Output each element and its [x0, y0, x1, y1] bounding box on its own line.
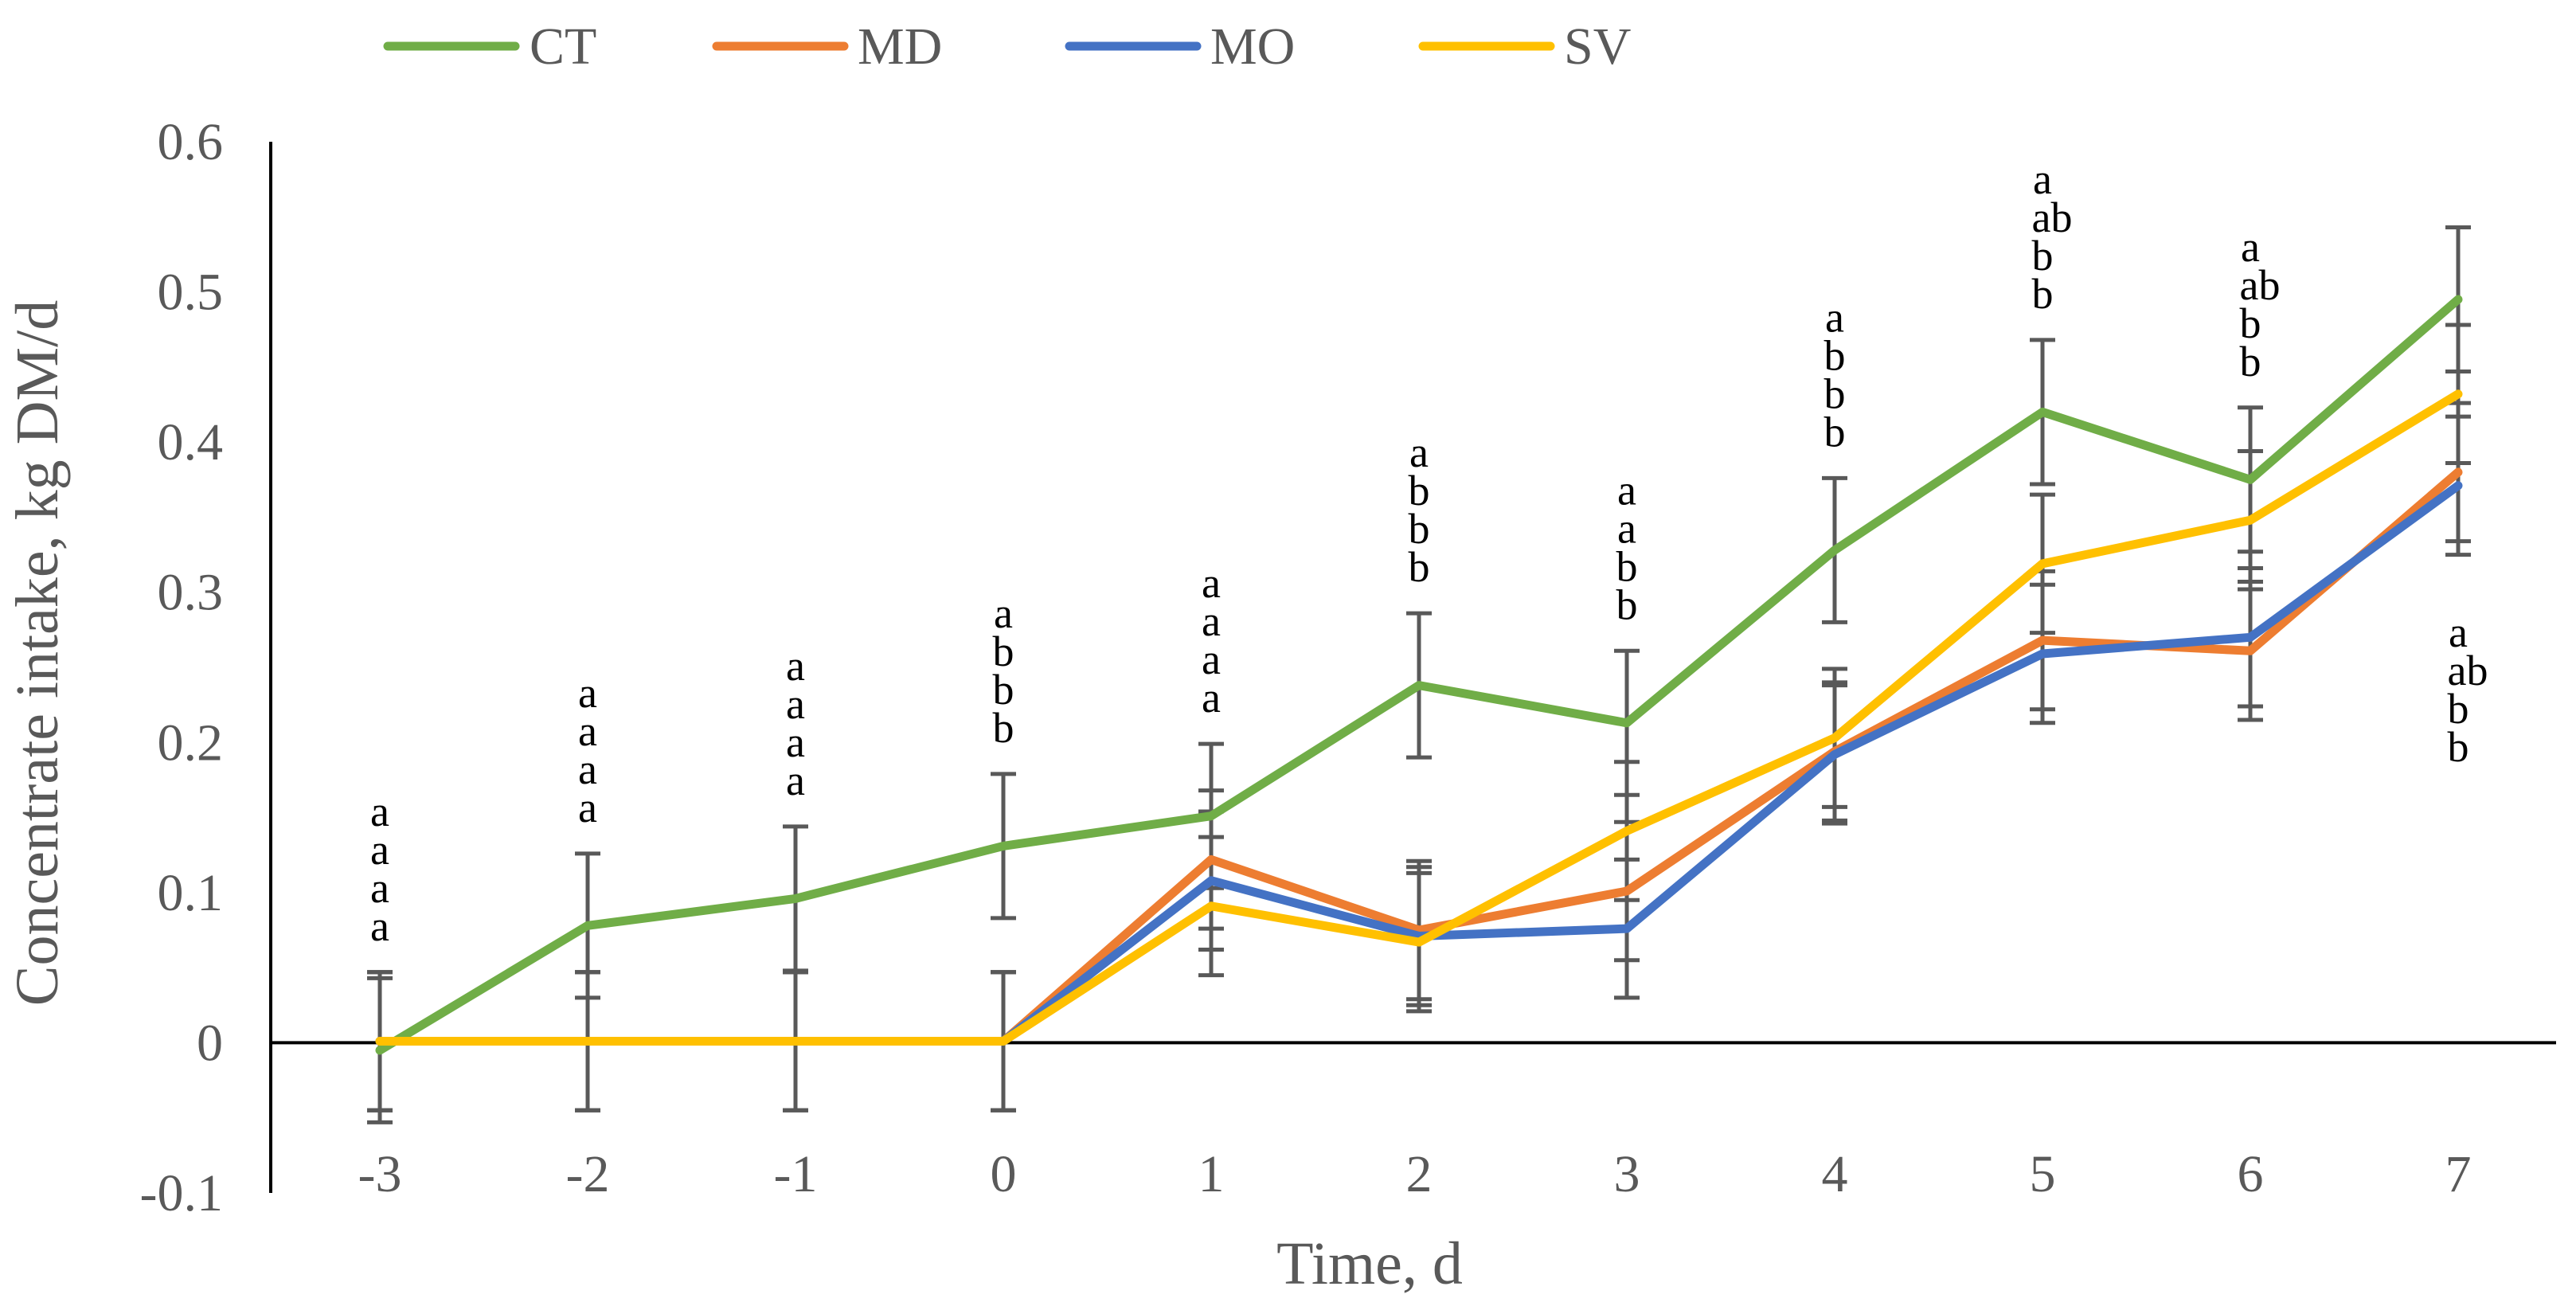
- significance-letter: a: [370, 788, 389, 835]
- significance-letter: a: [578, 669, 597, 717]
- y-tick-label: 0.6: [158, 113, 224, 171]
- significance-letter: a: [1617, 466, 1636, 514]
- legend-item-ct: CT: [383, 18, 596, 76]
- y-axis-title: Concentrate intake, kg DM/d: [4, 300, 71, 1006]
- significance-letter: ab: [2448, 647, 2488, 694]
- significance-letter: b: [1409, 543, 1430, 591]
- significance-letter: a: [370, 864, 389, 912]
- series-line-sv: [375, 389, 2463, 1046]
- y-tick-label: 0.3: [158, 564, 224, 622]
- x-tick-label: -1: [774, 1145, 818, 1203]
- significance-letter: a: [1202, 559, 1221, 607]
- plot-area: [269, 142, 2556, 1193]
- significance-letter: b: [2240, 338, 2261, 385]
- significance-letter: ab: [2032, 194, 2073, 241]
- y-tick-label: 0.4: [158, 413, 224, 471]
- x-tick-label: 2: [1406, 1145, 1433, 1203]
- significance-letter: a: [1202, 674, 1221, 721]
- significance-letters: aaaaaaaaaaaaabbbaaaaabbbaabbabbbaabbbaab…: [370, 155, 2488, 950]
- significance-letter: b: [1824, 370, 1846, 417]
- x-tick-label: 0: [991, 1145, 1017, 1203]
- significance-letter: a: [1202, 635, 1221, 683]
- significance-letter: a: [578, 784, 597, 831]
- y-tick-label: 0.1: [158, 864, 224, 922]
- significance-letter: b: [2032, 232, 2054, 280]
- x-axis-title: Time, d: [1276, 1230, 1463, 1297]
- significance-letter: b: [1409, 467, 1430, 514]
- significance-letter: b: [993, 628, 1014, 675]
- x-tick-label: 3: [1614, 1145, 1640, 1203]
- significance-letter: b: [2448, 685, 2469, 733]
- significance-letter: a: [1825, 293, 1844, 341]
- y-tick-label: -0.1: [140, 1164, 223, 1222]
- significance-letter: b: [2240, 299, 2261, 347]
- significance-letter: a: [2033, 155, 2052, 203]
- legend-item-sv: SV: [1418, 18, 1631, 76]
- legend-item-md: MD: [712, 18, 942, 76]
- significance-letter: b: [993, 666, 1014, 714]
- significance-letter: a: [370, 902, 389, 950]
- legend-label: SV: [1564, 18, 1631, 76]
- x-tick-label: 4: [1822, 1145, 1848, 1203]
- significance-letter: a: [1202, 597, 1221, 645]
- legend-label: MO: [1210, 18, 1295, 76]
- significance-letter: a: [578, 707, 597, 755]
- x-tick-label: 6: [2238, 1145, 2264, 1203]
- significance-letter: b: [1409, 505, 1430, 553]
- significance-letter: a: [1409, 428, 1429, 476]
- significance-letter: a: [2241, 223, 2260, 271]
- significance-letter: b: [1616, 542, 1638, 590]
- x-tick-label: 7: [2445, 1145, 2472, 1203]
- series-lines: [375, 295, 2463, 1055]
- significance-letter: b: [1824, 408, 1846, 456]
- significance-letter: b: [1616, 581, 1638, 628]
- legend: CT MD MO SV: [383, 18, 1631, 76]
- y-tick-label: 0.2: [158, 714, 224, 772]
- tick-labels: 0.6 0.5 0.4 0.3 0.2 0.1 0 -0.1 -3 -2 -1 0 1 2 3 4 5 6 7: [140, 113, 2472, 1222]
- significance-letter: b: [2448, 723, 2469, 771]
- legend-label: MD: [858, 18, 942, 76]
- y-tick-label: 0.5: [158, 264, 224, 322]
- legend-item-mo: MO: [1065, 18, 1295, 76]
- x-tick-label: 1: [1198, 1145, 1225, 1203]
- significance-letter: a: [786, 680, 805, 728]
- significance-letter: a: [370, 826, 389, 874]
- x-tick-label: -2: [566, 1145, 610, 1203]
- significance-letter: a: [786, 757, 805, 804]
- significance-letter: b: [2032, 270, 2054, 318]
- significance-letter: a: [786, 642, 805, 690]
- legend-label: CT: [530, 18, 596, 76]
- significance-letter: a: [1617, 504, 1636, 552]
- significance-letter: a: [994, 589, 1013, 637]
- significance-letter: b: [1824, 331, 1846, 379]
- significance-letter: ab: [2240, 261, 2281, 309]
- series-line-ct: [375, 295, 2463, 1055]
- significance-letter: a: [578, 745, 597, 793]
- x-tick-label: -3: [358, 1145, 402, 1203]
- error-bars: [367, 225, 2471, 1124]
- x-tick-label: 5: [2030, 1145, 2056, 1203]
- significance-letter: a: [2449, 608, 2468, 656]
- y-tick-label: 0: [197, 1014, 223, 1072]
- significance-letter: b: [993, 704, 1014, 752]
- significance-letter: a: [786, 718, 805, 766]
